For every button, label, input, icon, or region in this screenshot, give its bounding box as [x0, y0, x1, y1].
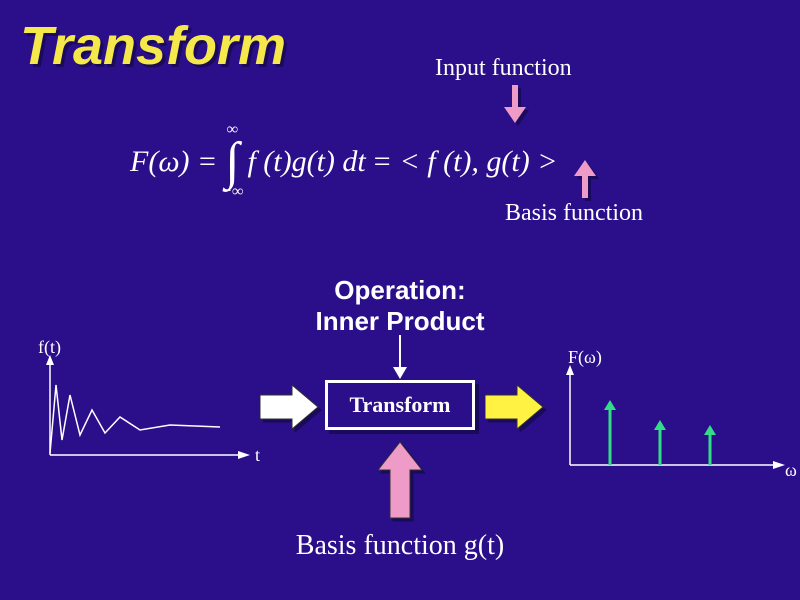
output-freq-graph: F(ω) ω — [560, 365, 790, 485]
basis-function-label: Basis function — [505, 200, 643, 227]
pink-arrow-down-icon — [500, 85, 530, 125]
basis-function-bottom-label: Basis function g(t) — [260, 530, 540, 562]
input-x-label: t — [255, 445, 260, 466]
white-thin-arrow-down-icon — [390, 335, 410, 380]
equation-lhs: F(ω) = — [130, 145, 217, 179]
input-function-label: Input function — [435, 55, 572, 82]
transform-equation: F(ω) = ∞ ∫ −∞ f (t)g(t) dt = < f (t), g(… — [130, 120, 557, 204]
integral-lower: −∞ — [221, 184, 243, 200]
operation-line2: Inner Product — [270, 306, 530, 337]
integral-upper: ∞ — [227, 122, 238, 138]
integral-symbol: ∞ ∫ −∞ — [221, 120, 243, 204]
slide-title: Transform — [20, 15, 286, 77]
equation-rhs: = < f (t), g(t) > — [372, 145, 558, 179]
operation-heading: Operation: Inner Product — [270, 275, 530, 337]
output-y-label: F(ω) — [568, 347, 602, 368]
white-block-arrow-right-icon — [260, 385, 320, 429]
operation-line1: Operation: — [270, 275, 530, 306]
yellow-block-arrow-right-icon — [485, 385, 545, 429]
equation-integrand: f (t)g(t) dt — [247, 145, 365, 179]
pink-arrow-up-icon — [570, 160, 600, 200]
output-x-label: ω — [785, 460, 797, 481]
input-y-label: f(t) — [38, 337, 61, 358]
transform-box: Transform — [325, 380, 475, 430]
pink-block-arrow-up-icon — [376, 440, 424, 520]
input-time-graph: f(t) t — [40, 355, 255, 475]
